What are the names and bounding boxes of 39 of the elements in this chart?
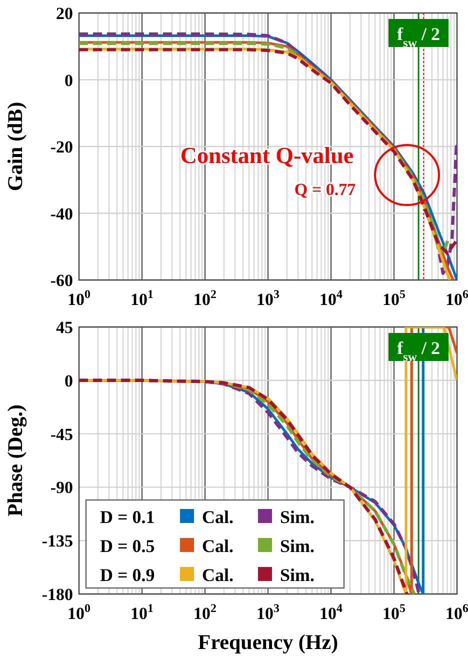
- x-tick-label: 10$^{5}$: [382, 287, 406, 309]
- legend-label: Sim.: [280, 507, 315, 527]
- y-tick-label: -40: [50, 204, 73, 224]
- x-tick-label: 10$^{2}$: [194, 287, 217, 309]
- annotation: D = 0.5: [100, 536, 155, 556]
- x-tick-label: 10$^{4}$: [320, 287, 343, 309]
- annotation: D = 0.9: [100, 565, 155, 585]
- y-tick-label: 45: [56, 318, 73, 337]
- x-tick-label: 10$^{6}$: [446, 601, 468, 623]
- ref-line-label: f$_{sw}$ / 2: [397, 24, 440, 50]
- y-tick-label: -135: [42, 532, 73, 551]
- x-tick-label: 10$^{2}$: [194, 601, 217, 623]
- legend-label: Sim.: [280, 536, 315, 556]
- y-tick-label: -45: [50, 424, 73, 444]
- y-tick-label: 20: [56, 4, 73, 23]
- x-tick-label: 10$^{3}$: [256, 601, 280, 623]
- annotation: D = 0.1: [100, 507, 155, 527]
- y-tick-label: 0: [64, 371, 73, 390]
- legend-label: Sim.: [280, 565, 315, 585]
- x-tick-label: 10$^{3}$: [256, 287, 280, 309]
- legend-label: Cal.: [202, 507, 234, 527]
- x-tick-label: 10$^{5}$: [382, 601, 406, 623]
- y-tick-label: -180: [42, 585, 73, 604]
- x-tick-label: 10$^{0}$: [68, 601, 91, 623]
- x-tick-label: 10$^{4}$: [320, 601, 343, 623]
- y-tick-label: -90: [50, 478, 73, 498]
- x-tick-label: 10$^{1}$: [130, 601, 154, 623]
- x-tick-label: 10$^{1}$: [130, 287, 154, 309]
- x-tick-label: 10$^{6}$: [446, 287, 468, 309]
- ref-line-label: f$_{sw}$ / 2: [397, 338, 440, 364]
- y-axis-title: Gain (dB): [3, 102, 27, 192]
- y-tick-label: 0: [64, 70, 73, 90]
- y-tick-label: -20: [50, 138, 73, 156]
- legend-label: Cal.: [202, 536, 234, 556]
- x-tick-label: 10$^{0}$: [68, 287, 91, 309]
- x-axis-title: Frequency (Hz): [198, 630, 338, 654]
- legend-label: Cal.: [202, 565, 234, 585]
- y-tick-label: -60: [50, 271, 73, 290]
- y-axis-title: Phase (Deg.): [3, 404, 27, 516]
